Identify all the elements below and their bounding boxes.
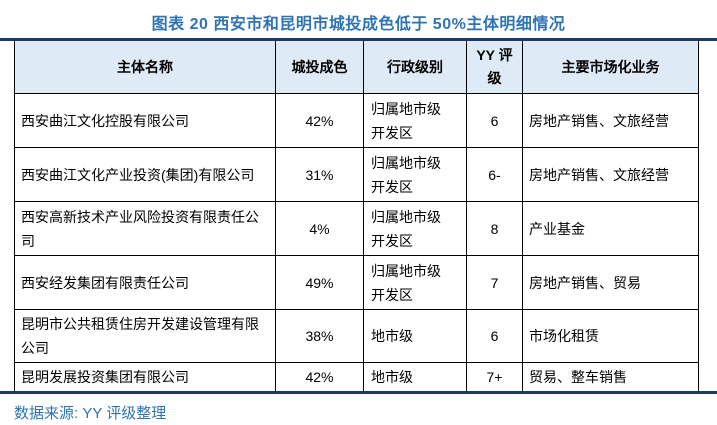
table-container: 主体名称 城投成色 行政级别 YY 评级 主要市场化业务 西安曲江文化控股有限公司 42%…	[0, 38, 717, 394]
header-row: 主体名称 城投成色 行政级别 YY 评级 主要市场化业务	[14, 41, 699, 94]
column-header: 主体名称	[14, 41, 276, 94]
table-cell: 西安高新技术产业风险投资有限责任公司	[14, 201, 276, 256]
table-cell: 贸易、整车销售	[522, 362, 699, 391]
table-body: 西安曲江文化控股有限公司 42% 归属地市级开发区 6 房地产销售、文旅经营 西安曲江文化…	[14, 93, 699, 391]
table-cell: 42%	[275, 362, 364, 391]
table-row: 西安曲江文化产业投资(集团)有限公司 31% 归属地市级开发区 6- 房地产销售、文旅经…	[14, 147, 699, 202]
table-cell: 地市级	[363, 309, 467, 363]
table-row: 西安曲江文化控股有限公司 42% 归属地市级开发区 6 房地产销售、文旅经营	[14, 93, 699, 148]
table-cell: 昆明发展投资集团有限公司	[14, 362, 276, 391]
table-cell: 地市级	[363, 362, 467, 391]
table-cell: 西安曲江文化产业投资(集团)有限公司	[14, 147, 276, 202]
column-header: 行政级别	[363, 41, 467, 94]
table-cell: 归属地市级开发区	[363, 93, 467, 148]
table-cell: 6	[466, 309, 523, 363]
column-header: 城投成色	[275, 41, 364, 94]
table-row: 西安经发集团有限责任公司 49% 归属地市级开发区 7 房地产销售、贸易	[14, 255, 699, 310]
table-cell: 房地产销售、贸易	[522, 255, 699, 310]
table-cell: 市场化租赁	[522, 309, 699, 363]
table-cell: 昆明市公共租赁住房开发建设管理有限公司	[14, 309, 276, 363]
column-header: 主要市场化业务	[522, 41, 699, 94]
table-cell: 西安经发集团有限责任公司	[14, 255, 276, 310]
table-cell: 西安曲江文化控股有限公司	[14, 93, 276, 148]
table-row: 昆明市公共租赁住房开发建设管理有限公司 38% 地市级 6 市场化租赁	[14, 309, 699, 363]
table-cell: 4%	[275, 201, 364, 256]
table-row: 西安高新技术产业风险投资有限责任公司 4% 归属地市级开发区 8 产业基金	[14, 201, 699, 256]
table-cell: 6	[466, 93, 523, 148]
table-cell: 产业基金	[522, 201, 699, 256]
table-cell: 42%	[275, 93, 364, 148]
table-cell: 归属地市级开发区	[363, 201, 467, 256]
data-source-note: 数据来源: YY 评级整理	[14, 405, 167, 422]
table-cell: 7	[466, 255, 523, 310]
table-cell: 归属地市级开发区	[363, 147, 467, 202]
table-cell: 38%	[275, 309, 364, 363]
table-cell: 31%	[275, 147, 364, 202]
table-cell: 房地产销售、文旅经营	[522, 147, 699, 202]
detail-table: 主体名称 城投成色 行政级别 YY 评级 主要市场化业务 西安曲江文化控股有限公司 42%…	[14, 41, 699, 391]
table-cell: 49%	[275, 255, 364, 310]
column-header: YY 评级	[466, 41, 523, 94]
table-cell: 6-	[466, 147, 523, 202]
table-cell: 8	[466, 201, 523, 256]
table-cell: 7+	[466, 362, 523, 391]
figure-title: 图表 20 西安市和昆明市城投成色低于 50%主体明细情况	[151, 16, 566, 33]
table-row: 昆明发展投资集团有限公司 42% 地市级 7+ 贸易、整车销售	[14, 362, 699, 391]
table-cell: 归属地市级开发区	[363, 255, 467, 310]
table-cell: 房地产销售、文旅经营	[522, 93, 699, 148]
